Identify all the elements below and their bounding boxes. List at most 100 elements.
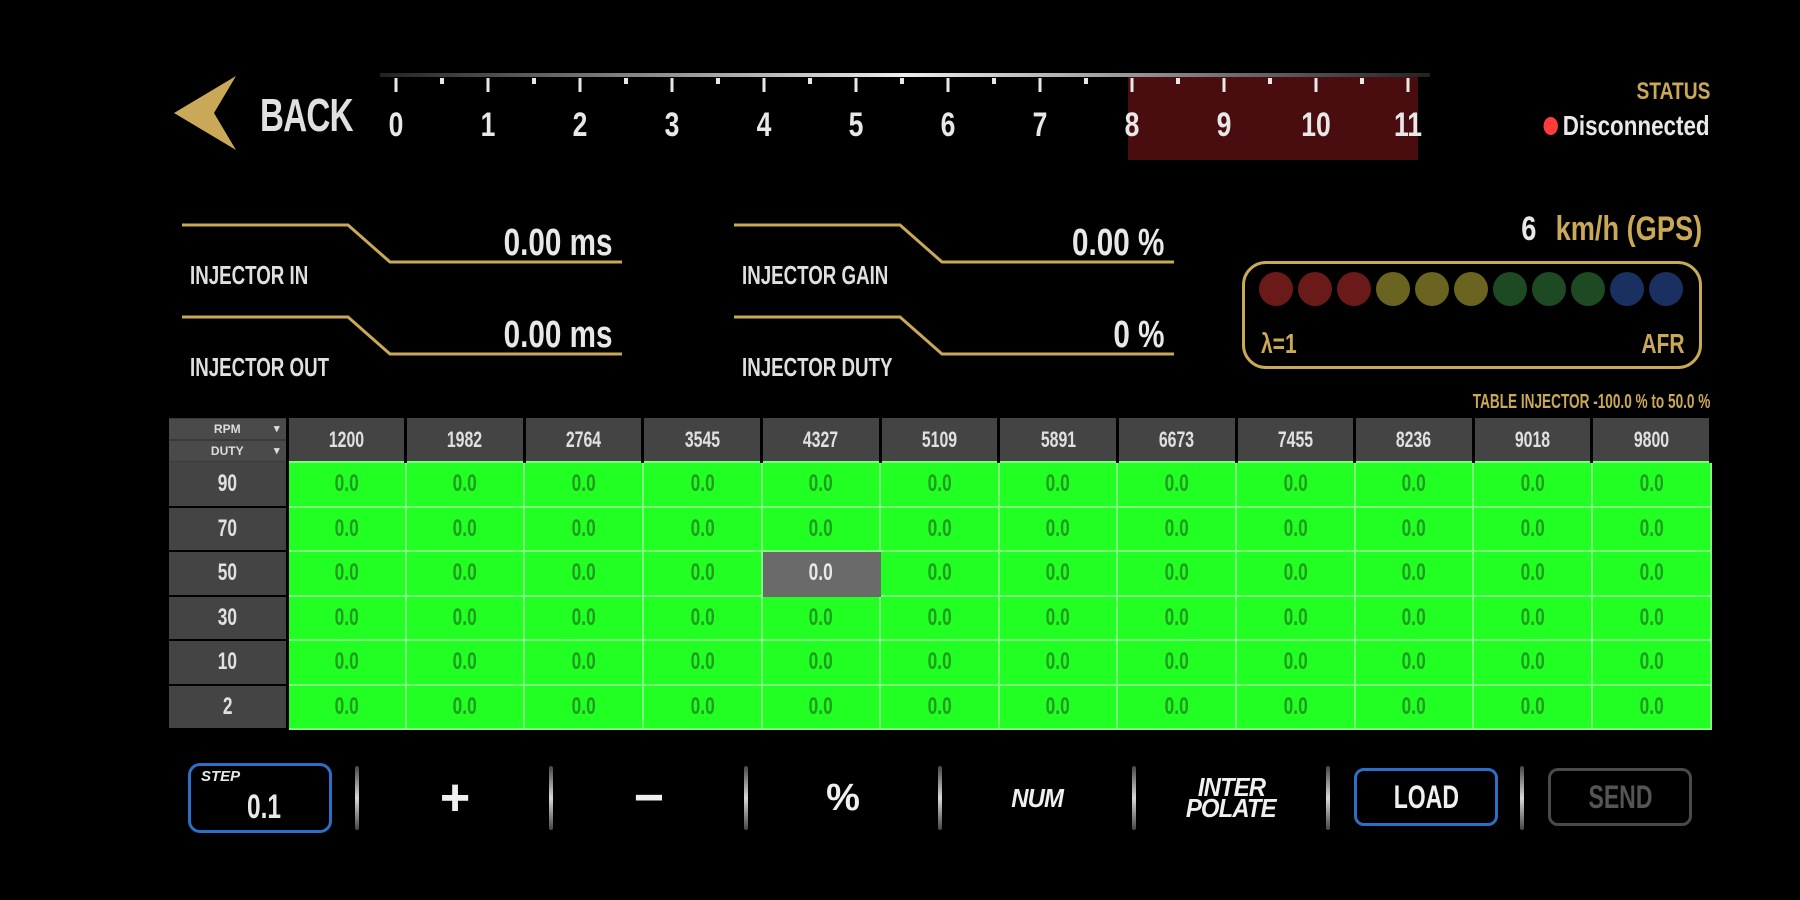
duty-row-header[interactable]: 30 xyxy=(169,595,289,641)
table-cell[interactable]: 0.0 xyxy=(404,505,526,552)
rpm-column-header[interactable]: 3545 xyxy=(642,418,763,462)
table-cell[interactable]: 0.0 xyxy=(997,461,1119,508)
load-button[interactable]: LOAD xyxy=(1354,768,1498,826)
table-cell[interactable]: 0.0 xyxy=(1116,505,1237,552)
percent-button[interactable]: % xyxy=(778,760,908,836)
table-cell[interactable]: 0.0 xyxy=(286,639,407,686)
table-cell[interactable]: 0.0 xyxy=(1472,461,1593,508)
table-cell[interactable]: 0.0 xyxy=(1235,550,1356,597)
table-cell[interactable]: 0.0 xyxy=(1235,461,1356,508)
table-cell[interactable]: 0.0 xyxy=(523,505,644,552)
table-cell[interactable]: 0.0 xyxy=(1353,461,1475,508)
table-cell[interactable]: 0.0 xyxy=(1116,594,1237,641)
rpm-column-header[interactable]: 4327 xyxy=(761,418,882,462)
table-cell[interactable]: 0.0 xyxy=(1590,594,1712,641)
table-cell[interactable]: 0.0 xyxy=(404,461,526,508)
table-cell[interactable]: 0.0 xyxy=(997,505,1119,552)
table-cell[interactable]: 0.0 xyxy=(997,550,1119,597)
table-cell[interactable]: 0.0 xyxy=(1235,639,1356,686)
table-cell[interactable]: 0.0 xyxy=(1353,683,1475,730)
interpolate-button[interactable]: INTER POLATE xyxy=(1166,760,1296,836)
table-cell[interactable]: 0.0 xyxy=(641,461,763,508)
table-cell[interactable]: 0.0 xyxy=(641,505,763,552)
table-cell[interactable]: 0.0 xyxy=(1590,639,1712,686)
table-cell[interactable]: 0.0 xyxy=(641,683,763,730)
table-cell[interactable]: 0.0 xyxy=(286,461,407,508)
table-cell[interactable]: 0.0 xyxy=(760,461,882,508)
table-cell[interactable]: 0.0 xyxy=(997,594,1119,641)
axis-selector[interactable]: RPM DUTY xyxy=(169,418,289,462)
table-cell[interactable]: 0.0 xyxy=(1116,683,1237,730)
rpm-column-header[interactable]: 5891 xyxy=(998,418,1119,462)
table-cell[interactable]: 0.0 xyxy=(1353,639,1475,686)
rpm-column-header[interactable]: 9800 xyxy=(1591,418,1712,462)
duty-row-header[interactable]: 50 xyxy=(169,551,289,597)
table-cell[interactable]: 0.0 xyxy=(1590,683,1712,730)
table-cell[interactable]: 0.0 xyxy=(404,594,526,641)
table-cell[interactable]: 0.0 xyxy=(286,683,407,730)
table-cell[interactable]: 0.0 xyxy=(760,683,882,730)
table-cell[interactable]: 0.0 xyxy=(997,639,1119,686)
duty-axis-select[interactable]: DUTY xyxy=(169,441,284,461)
rpm-column-header[interactable]: 1200 xyxy=(287,418,408,462)
table-cell[interactable]: 0.0 xyxy=(1590,550,1712,597)
table-cell[interactable]: 0.0 xyxy=(523,550,644,597)
table-cell[interactable]: 0.0 xyxy=(879,594,1000,641)
duty-row-header[interactable]: 2 xyxy=(169,684,289,730)
table-cell[interactable]: 0.0 xyxy=(760,639,882,686)
table-cell[interactable]: 0.0 xyxy=(404,550,526,597)
rpm-column-header[interactable]: 1982 xyxy=(405,418,526,462)
decrease-button[interactable]: − xyxy=(584,760,714,836)
duty-row-header[interactable]: 70 xyxy=(169,506,289,552)
table-cell[interactable]: 0.0 xyxy=(879,683,1000,730)
table-cell[interactable]: 0.0 xyxy=(523,683,644,730)
rpm-column-header[interactable]: 7455 xyxy=(1236,418,1357,462)
table-cell[interactable]: 0.0 xyxy=(1472,639,1593,686)
table-cell[interactable]: 0.0 xyxy=(1116,550,1237,597)
table-cell[interactable]: 0.0 xyxy=(879,550,1000,597)
table-cell[interactable]: 0.0 xyxy=(1353,505,1475,552)
duty-row-header[interactable]: 10 xyxy=(169,640,289,686)
table-cell[interactable]: 0.0 xyxy=(1590,461,1712,508)
table-cell[interactable]: 0.0 xyxy=(286,550,407,597)
table-cell[interactable]: 0.0 xyxy=(1590,505,1712,552)
table-cell[interactable]: 0.0 xyxy=(641,594,763,641)
table-cell[interactable]: 0.0 xyxy=(523,594,644,641)
table-cell[interactable]: 0.0 xyxy=(1116,639,1237,686)
table-cell[interactable]: 0.0 xyxy=(760,594,882,641)
table-cell[interactable]: 0.0 xyxy=(641,550,763,597)
rpm-column-header[interactable]: 9018 xyxy=(1473,418,1594,462)
table-cell[interactable]: 0.0 xyxy=(1353,594,1475,641)
table-cell[interactable]: 0.0 xyxy=(1116,461,1237,508)
table-cell[interactable]: 0.0 xyxy=(286,594,407,641)
table-cell[interactable]: 0.0 xyxy=(1235,505,1356,552)
increase-button[interactable]: + xyxy=(390,760,520,836)
table-cell[interactable]: 0.0 xyxy=(1472,594,1593,641)
send-button[interactable]: SEND xyxy=(1548,768,1692,826)
table-cell[interactable]: 0.0 xyxy=(879,505,1000,552)
rpm-column-header[interactable]: 2764 xyxy=(524,418,645,462)
table-cell[interactable]: 0.0 xyxy=(879,639,1000,686)
table-cell[interactable]: 0.0 xyxy=(404,683,526,730)
step-field[interactable]: STEP 0.1 xyxy=(188,763,332,833)
table-cell[interactable]: 0.0 xyxy=(523,639,644,686)
rpm-column-header[interactable]: 8236 xyxy=(1354,418,1475,462)
table-cell[interactable]: 0.0 xyxy=(1235,683,1356,730)
rpm-column-header[interactable]: 5109 xyxy=(880,418,1001,462)
table-cell[interactable]: 0.0 xyxy=(523,461,644,508)
table-cell[interactable]: 0.0 xyxy=(879,461,1000,508)
table-cell[interactable]: 0.0 xyxy=(760,505,882,552)
table-cell[interactable]: 0.0 xyxy=(286,505,407,552)
table-cell-selected[interactable]: 0.0 xyxy=(760,550,882,597)
num-button[interactable]: NUM xyxy=(972,760,1102,836)
table-cell[interactable]: 0.0 xyxy=(997,683,1119,730)
duty-row-header[interactable]: 90 xyxy=(169,462,289,508)
table-cell[interactable]: 0.0 xyxy=(641,639,763,686)
rpm-axis-select[interactable]: RPM xyxy=(169,419,284,439)
table-cell[interactable]: 0.0 xyxy=(1472,683,1593,730)
table-cell[interactable]: 0.0 xyxy=(1353,550,1475,597)
back-button[interactable]: BACK xyxy=(172,70,354,158)
rpm-column-header[interactable]: 6673 xyxy=(1117,418,1238,462)
table-cell[interactable]: 0.0 xyxy=(1472,505,1593,552)
table-cell[interactable]: 0.0 xyxy=(1472,550,1593,597)
